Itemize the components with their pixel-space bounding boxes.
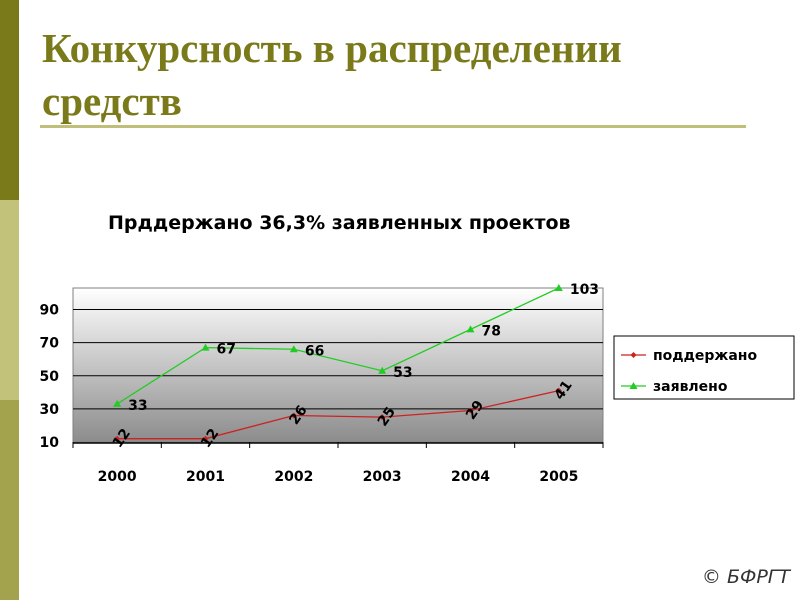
data-label: 53 <box>393 365 412 381</box>
data-point <box>201 343 210 351</box>
chart-title: Прддержано 36,3% заявленных проектов <box>108 212 571 234</box>
side-bar-top <box>0 0 19 200</box>
y-tick-label: 30 <box>40 402 60 418</box>
side-bar-middle <box>0 200 19 400</box>
plot-area <box>72 287 604 443</box>
data-point <box>466 325 475 333</box>
data-label: 33 <box>128 398 147 414</box>
data-label: 67 <box>217 342 236 358</box>
data-label: 103 <box>570 282 599 298</box>
legend-box <box>613 335 795 400</box>
legend-marker <box>629 382 638 389</box>
data-point <box>467 407 474 414</box>
data-label: 66 <box>305 343 324 359</box>
x-tick-label: 2004 <box>451 469 490 485</box>
legend-marker <box>630 352 637 358</box>
series-line <box>117 390 559 440</box>
data-point <box>114 435 121 442</box>
x-tick-label: 2002 <box>274 469 313 485</box>
x-tick-label: 2000 <box>98 469 137 485</box>
legend-label: поддержано <box>653 348 757 364</box>
y-tick-label: 90 <box>40 303 60 319</box>
side-bar-bottom <box>0 400 19 600</box>
data-point <box>554 284 563 291</box>
data-point <box>113 399 122 407</box>
data-point <box>379 414 386 421</box>
title-divider <box>40 125 746 128</box>
data-point <box>555 387 562 394</box>
y-tick-label: 50 <box>40 369 60 385</box>
slide-title: Конкурсность в распределении средств <box>42 25 622 124</box>
x-tick-label: 2001 <box>186 469 225 485</box>
y-tick-label: 70 <box>40 336 60 352</box>
y-tick-label: 10 <box>40 435 60 451</box>
x-tick-label: 2003 <box>363 469 402 485</box>
data-point <box>289 345 298 353</box>
copyright-text: © БФРГТ <box>701 566 790 588</box>
data-point <box>290 412 297 419</box>
data-label: 78 <box>482 323 501 339</box>
data-point <box>202 435 209 442</box>
series-line <box>116 287 560 405</box>
x-tick-label: 2005 <box>539 469 578 485</box>
legend-label: заявлено <box>653 379 728 395</box>
data-point <box>378 366 387 374</box>
